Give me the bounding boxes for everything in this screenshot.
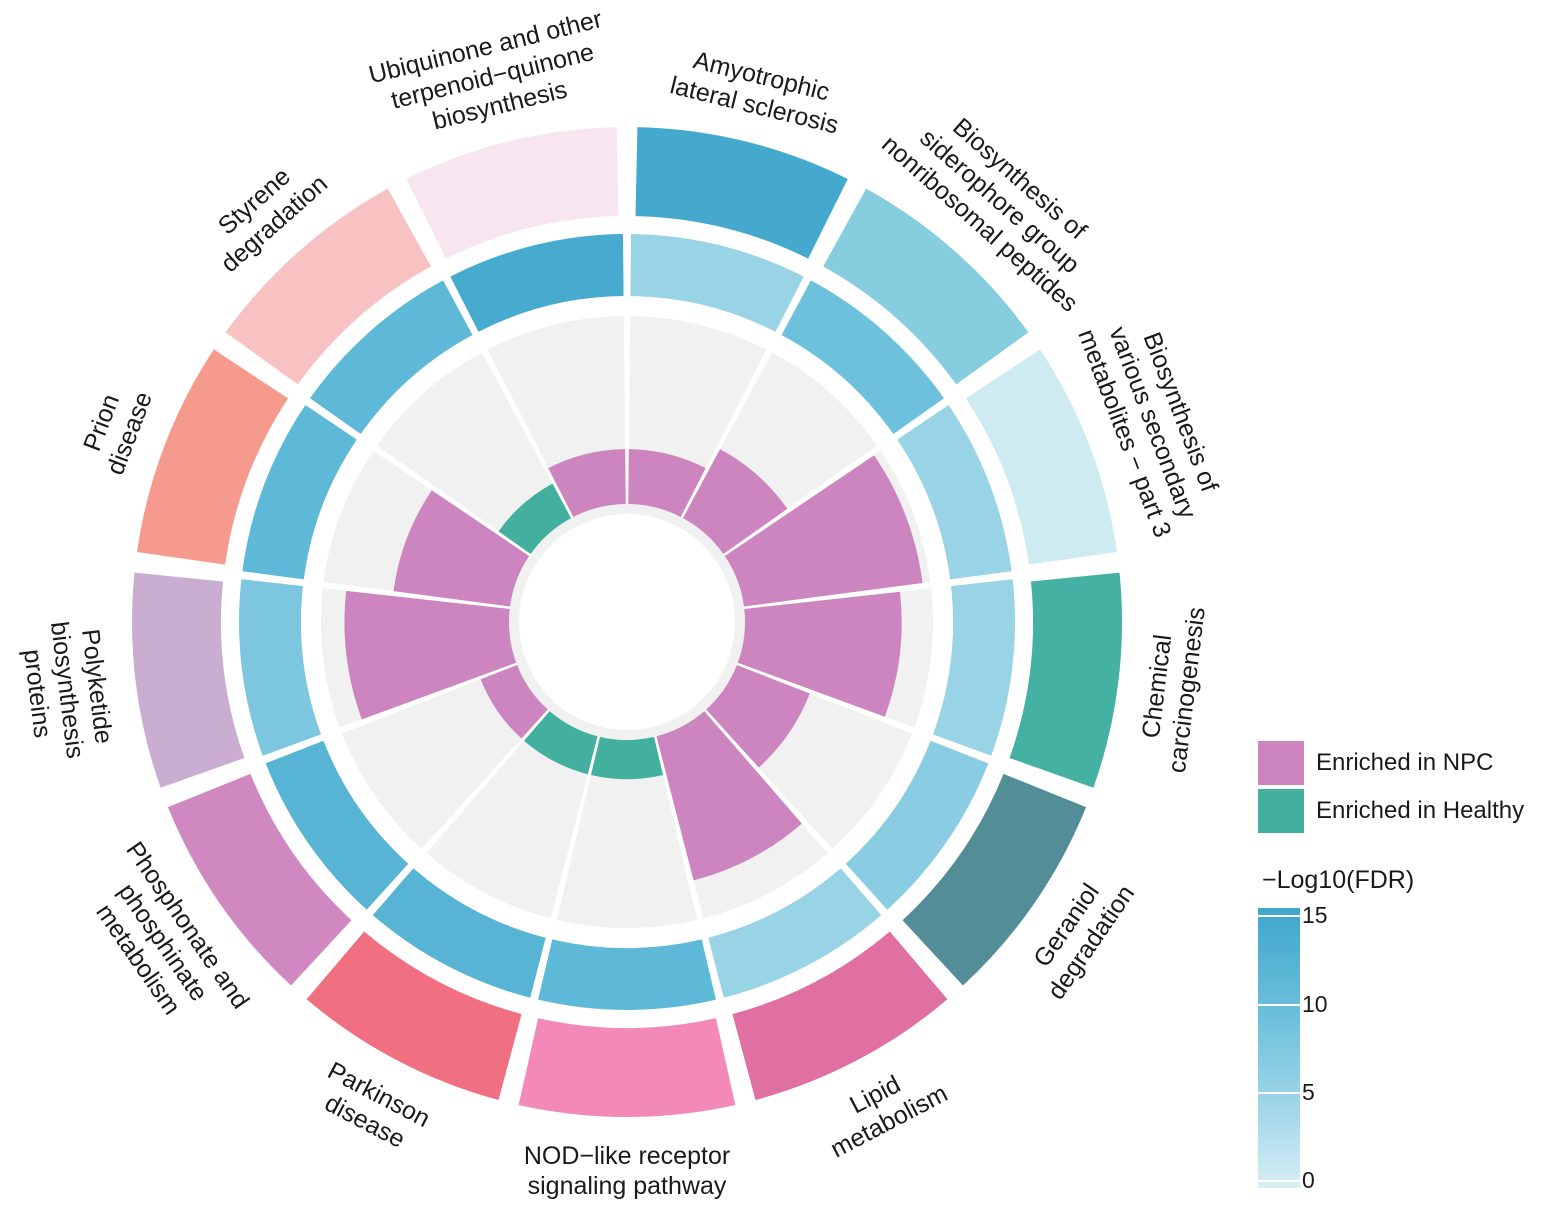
fdr-segment (845, 740, 989, 910)
outer-segment (1009, 572, 1122, 788)
bar (737, 591, 902, 717)
legend-item-npc: Enriched in NPC (1258, 740, 1524, 786)
bar (590, 736, 664, 780)
outer-segment (225, 188, 431, 385)
bar (628, 449, 706, 517)
outer-segment (406, 127, 619, 259)
colorbar-tick-10: 10 (1302, 991, 1328, 1017)
bar (393, 490, 530, 607)
fdr-segment (450, 234, 624, 332)
category-label: Ubiquinone and otherterpenoid−quinonebio… (366, 5, 605, 135)
fdr-segment (265, 740, 409, 910)
fdr-segment (310, 280, 473, 435)
outer-segment (635, 127, 848, 259)
colorbar (1258, 908, 1300, 1188)
outer-category-ring (132, 127, 1122, 1117)
bars (344, 449, 923, 881)
outer-segment (306, 931, 522, 1101)
colorbar-title: −Log10(FDR) (1262, 866, 1415, 894)
colorbar-mark-10 (1258, 1004, 1300, 1006)
fdr-segment (630, 234, 804, 332)
legend-swatch-healthy (1258, 789, 1304, 833)
outer-segment (136, 349, 289, 565)
outer-segment (167, 773, 352, 986)
bar (344, 590, 517, 720)
outer-segment (902, 773, 1087, 986)
fdr-segment (897, 404, 1012, 580)
bar (498, 483, 572, 554)
outer-segment (965, 349, 1118, 565)
category-label-line: signaling pathway (528, 1172, 727, 1200)
colorbar-tick-15: 15 (1302, 902, 1328, 928)
outer-segment (823, 188, 1029, 385)
bar (656, 711, 802, 881)
bar (480, 665, 548, 739)
outer-segment (732, 931, 948, 1101)
legend-label-npc: Enriched in NPC (1316, 749, 1494, 776)
fdr-segment (238, 579, 321, 756)
fdr-segment (708, 868, 882, 998)
colorbar-mark-5 (1258, 1092, 1300, 1094)
outer-segment (518, 1018, 736, 1117)
fdr-segment (933, 579, 1016, 756)
category-label-line: NOD−like receptor (524, 1142, 730, 1170)
colorbar-tick-0: 0 (1302, 1167, 1315, 1193)
legend-label-healthy: Enriched in Healthy (1316, 797, 1525, 824)
bar (524, 711, 598, 775)
fdr-ring (238, 234, 1016, 1011)
bar-track (556, 736, 698, 929)
legend-item-healthy: Enriched in Healthy (1258, 788, 1524, 834)
outer-segment (132, 572, 245, 788)
bar-track (377, 352, 572, 554)
bar (682, 449, 788, 554)
bar (724, 455, 923, 607)
bar (706, 665, 810, 768)
bar-track (426, 711, 598, 919)
fdr-segment (781, 280, 944, 435)
bar (548, 449, 626, 517)
fdr-segment (242, 404, 357, 580)
inner-hole-ring (509, 504, 745, 740)
bar-track (342, 665, 548, 849)
colorbar-tick-5: 5 (1302, 1079, 1315, 1105)
fdr-segment (538, 939, 716, 1011)
colorbar-mark-15 (1258, 915, 1300, 917)
fdr-segment (372, 868, 546, 998)
legend: Enriched in NPC Enriched in Healthy (1258, 740, 1524, 836)
colorbar-mark-0 (1258, 1180, 1300, 1182)
legend-swatch-npc (1258, 741, 1304, 785)
